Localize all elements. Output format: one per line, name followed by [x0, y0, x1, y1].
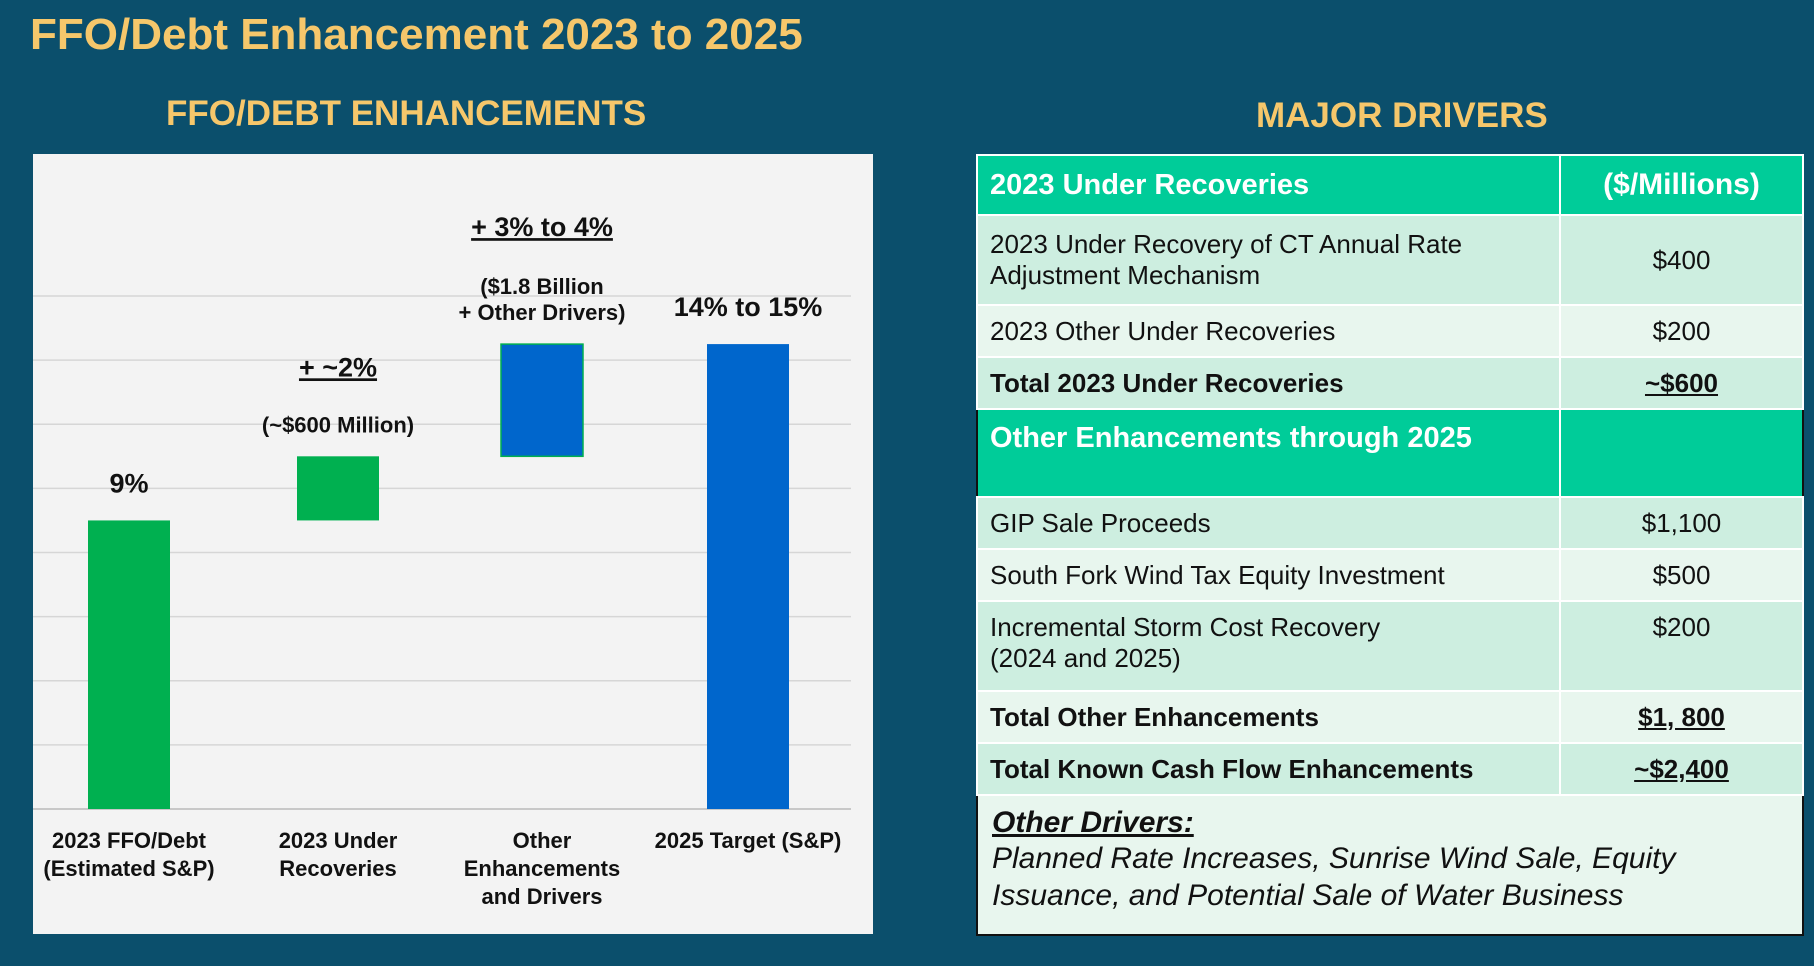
table-row: 2023 Under Recovery of CT Annual Rate Ad…: [976, 214, 1804, 306]
row-label: 2023 Other Under Recoveries: [976, 304, 1561, 358]
total-label: Total Known Cash Flow Enhancements: [976, 742, 1561, 796]
row-amount: $200: [1559, 304, 1804, 358]
row-amount: $1,100: [1559, 496, 1804, 550]
category-label: Enhancements: [464, 856, 621, 881]
row-amount: $200: [1559, 600, 1804, 692]
row-label: Incremental Storm Cost Recovery (2024 an…: [976, 600, 1561, 692]
table-row: South Fork Wind Tax Equity Investment $5…: [976, 548, 1804, 602]
page-title: FFO/Debt Enhancement 2023 to 2025: [30, 10, 803, 59]
data-label-detail: (~$600 Million): [262, 412, 414, 437]
data-label: + ~2%: [299, 352, 377, 382]
other-drivers-heading: Other Drivers:: [992, 806, 1194, 839]
table-row: 2023 Other Under Recoveries $200: [976, 304, 1804, 358]
section-header-row: Other Enhancements through 2025: [976, 408, 1804, 498]
data-label: 9%: [109, 468, 148, 498]
category-label: 2025 Target (S&P): [655, 828, 842, 853]
bar-3: [500, 343, 584, 458]
category-label: Recoveries: [279, 856, 396, 881]
total-amount: ~$600: [1644, 367, 1719, 398]
drivers-section-title: MAJOR DRIVERS: [1256, 96, 1548, 135]
table-header-row: 2023 Under Recoveries ($/Millions): [976, 154, 1804, 216]
total-row: Total 2023 Under Recoveries ~$600: [976, 356, 1804, 410]
row-amount: $500: [1559, 548, 1804, 602]
other-drivers-cell: Other Drivers: Planned Rate Increases, S…: [976, 794, 1804, 936]
header-label: 2023 Under Recoveries: [976, 154, 1561, 216]
total-row: Total Other Enhancements $1, 800: [976, 690, 1804, 744]
other-drivers-row: Other Drivers: Planned Rate Increases, S…: [976, 794, 1804, 936]
chart-section-title: FFO/DEBT ENHANCEMENTS: [166, 94, 647, 133]
section-header-amount: [1559, 408, 1804, 498]
data-label-detail: + Other Drivers): [459, 300, 626, 325]
bar-2: [297, 456, 379, 521]
row-label: 2023 Under Recovery of CT Annual Rate Ad…: [976, 214, 1561, 306]
total-label: Total 2023 Under Recoveries: [976, 356, 1561, 410]
data-label: 14% to 15%: [674, 292, 823, 322]
total-label: Total Other Enhancements: [976, 690, 1561, 744]
category-label: and Drivers: [481, 884, 602, 909]
total-amount: $1, 800: [1638, 701, 1725, 732]
data-label: + 3% to 4%: [471, 212, 613, 242]
other-drivers-text: Planned Rate Increases, Sunrise Wind Sal…: [992, 842, 1676, 912]
category-label: 2023 Under: [279, 828, 398, 853]
total-amount: ~$2,400: [1634, 753, 1729, 784]
header-amount: ($/Millions): [1559, 154, 1804, 216]
table-row: GIP Sale Proceeds $1,100: [976, 496, 1804, 550]
row-amount: $400: [1559, 214, 1804, 306]
table-row: Incremental Storm Cost Recovery (2024 an…: [976, 600, 1804, 692]
bar-4: [707, 344, 789, 809]
total-row: Total Known Cash Flow Enhancements ~$2,4…: [976, 742, 1804, 796]
data-label-detail: ($1.8 Billion: [480, 274, 603, 299]
category-label: Other: [513, 828, 572, 853]
bar-1: [88, 520, 170, 809]
chart-panel: 9% (~$600 Million) + ~2% ($1.8 Billion + Oth…: [33, 154, 873, 934]
waterfall-chart: 9% (~$600 Million) + ~2% ($1.8 Billion+ Oth…: [33, 212, 851, 909]
section-header-label: Other Enhancements through 2025: [976, 408, 1561, 498]
category-label: (Estimated S&P): [43, 856, 214, 881]
major-drivers-table: 2023 Under Recoveries ($/Millions) 2023 …: [976, 154, 1804, 936]
row-label: South Fork Wind Tax Equity Investment: [976, 548, 1561, 602]
category-label: 2023 FFO/Debt: [52, 828, 207, 853]
row-label: GIP Sale Proceeds: [976, 496, 1561, 550]
